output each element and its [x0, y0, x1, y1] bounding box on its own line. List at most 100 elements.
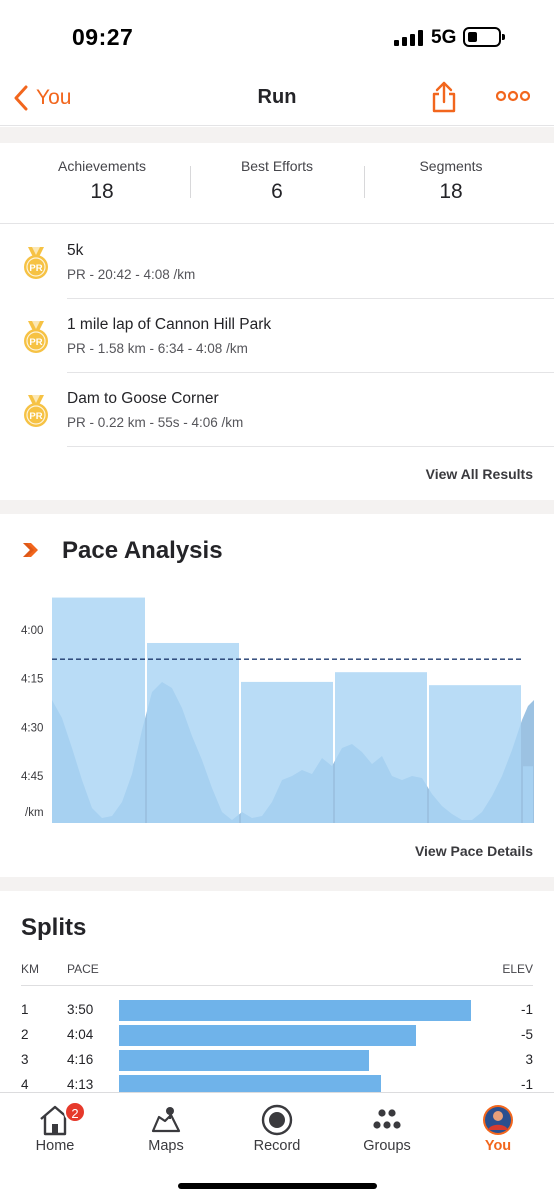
pr-medal-icon: PR [24, 395, 48, 427]
stat-best-efforts[interactable]: Best Efforts 6 [202, 158, 352, 204]
achievement-name: 5k [67, 242, 84, 259]
pr-badge-text: PR [29, 411, 42, 422]
y-axis-ticks: 4:00 4:15 4:30 4:45/km [21, 625, 44, 819]
tab-label: Home [35, 1138, 75, 1154]
pace-analysis-title: Pace Analysis [62, 537, 223, 564]
achievement-name: 1 mile lap of Cannon Hill Park [67, 316, 272, 333]
back-label: You [36, 86, 72, 109]
chevron-left-icon [14, 85, 28, 111]
split-pace: 3:50 [67, 1002, 94, 1017]
tab-bar: 2 Home Maps Record Groups [0, 1092, 554, 1200]
share-icon [432, 81, 456, 113]
split-elev: 3 [525, 1052, 533, 1067]
divider [21, 985, 533, 986]
y-tick-label: 4:45 [21, 771, 43, 783]
tab-home[interactable]: 2 Home [0, 1093, 110, 1173]
achievement-name: Dam to Goose Corner [67, 390, 219, 407]
tab-record[interactable]: Record [222, 1093, 332, 1173]
share-button[interactable] [430, 80, 458, 114]
split-pace: 4:13 [67, 1077, 94, 1092]
splits-title: Splits [21, 914, 87, 941]
divider [67, 298, 554, 299]
stat-value: 18 [439, 180, 463, 203]
divider [67, 372, 554, 373]
splits-header-pace: PACE [67, 962, 99, 976]
pace-bars [52, 597, 533, 823]
y-unit-label: /km [25, 807, 44, 819]
stat-value: 18 [90, 180, 114, 203]
stat-value: 6 [271, 180, 283, 203]
section-gap [0, 500, 554, 514]
view-pace-details-link[interactable]: View Pace Details [414, 843, 533, 859]
pr-badge-text: PR [29, 263, 42, 274]
split-row: 2 4:04 -5 [0, 1025, 554, 1047]
achievement-detail: PR - 1.58 km - 6:34 - 4:08 /km [67, 341, 248, 356]
tab-maps[interactable]: Maps [111, 1093, 221, 1173]
split-km: 1 [21, 1002, 29, 1017]
split-km: 2 [21, 1027, 29, 1042]
split-elev: -5 [520, 1027, 533, 1042]
split-km: 3 [21, 1052, 29, 1067]
stats-row: Achievements 18 Best Efforts 6 Segments … [0, 144, 554, 224]
pace-chart[interactable]: 4:00 4:15 4:30 4:45/km [0, 580, 554, 830]
groups-icon [373, 1109, 401, 1129]
stat-label: Best Efforts [240, 158, 314, 174]
achievement-item[interactable]: PR 1 mile lap of Cannon Hill Park PR - 1… [0, 299, 554, 373]
achievement-item[interactable]: PR Dam to Goose Corner PR - 0.22 km - 55… [0, 373, 554, 447]
y-tick-label: 4:15 [21, 674, 43, 686]
stat-label: Segments [419, 158, 483, 174]
pr-badge-text: PR [29, 337, 42, 348]
back-button[interactable]: You [14, 82, 71, 114]
tab-label: Maps [148, 1138, 184, 1154]
status-bar: 09:27 5G [0, 0, 554, 70]
splits-header-km: KM [21, 962, 39, 976]
page-title: Run [257, 86, 297, 108]
split-row: 3 4:16 3 [0, 1050, 554, 1072]
tab-groups[interactable]: Groups [332, 1093, 442, 1173]
divider [190, 166, 191, 198]
achievement-detail: PR - 20:42 - 4:08 /km [67, 267, 196, 282]
more-icon [495, 90, 531, 102]
tab-you[interactable]: You [443, 1093, 553, 1173]
pace-bar-2 [147, 642, 239, 823]
split-pace-bar [119, 1000, 471, 1021]
split-pace-bar [119, 1050, 370, 1071]
achievement-detail: PR - 0.22 km - 55s - 4:06 /km [67, 415, 244, 430]
stat-label: Achievements [58, 158, 146, 174]
stat-achievements[interactable]: Achievements 18 [27, 158, 177, 204]
split-pace: 4:04 [67, 1027, 94, 1042]
stat-segments[interactable]: Segments 18 [376, 158, 526, 204]
section-gap [0, 127, 554, 143]
split-pace-bar [119, 1025, 417, 1046]
pace-bar-4 [335, 672, 427, 823]
avatar [483, 1105, 513, 1135]
achievement-item[interactable]: PR 5k PR - 20:42 - 4:08 /km [0, 225, 554, 299]
notification-badge: 2 [64, 1101, 86, 1123]
tab-label: Record [253, 1138, 301, 1154]
split-row: 4 4:13 -1 [0, 1075, 554, 1097]
pace-bar-1 [52, 597, 145, 823]
tab-label: Groups [363, 1138, 411, 1154]
pace-bar-6 [523, 766, 533, 823]
split-elev: -1 [520, 1077, 533, 1092]
view-all-results-link[interactable]: View All Results [425, 466, 533, 482]
status-time: 09:27 [72, 24, 134, 50]
map-icon [151, 1107, 181, 1133]
split-km: 4 [21, 1077, 29, 1092]
battery-icon [463, 27, 505, 47]
divider [67, 446, 554, 447]
splits-header-elev: ELEV [502, 962, 533, 976]
tab-label: You [484, 1138, 512, 1154]
pace-bar-5 [429, 685, 521, 823]
split-pace: 4:16 [67, 1052, 94, 1067]
pr-medal-icon: PR [24, 321, 48, 353]
pace-bar-3 [241, 681, 333, 823]
split-row: 1 3:50 -1 [0, 1000, 554, 1022]
nav-bar: You Run [0, 70, 554, 126]
chevron-flag-icon [23, 543, 38, 557]
y-tick-label: 4:00 [21, 625, 43, 637]
record-icon [261, 1104, 293, 1136]
section-gap [0, 877, 554, 891]
signal-icon [394, 30, 424, 46]
more-button[interactable] [495, 88, 531, 104]
